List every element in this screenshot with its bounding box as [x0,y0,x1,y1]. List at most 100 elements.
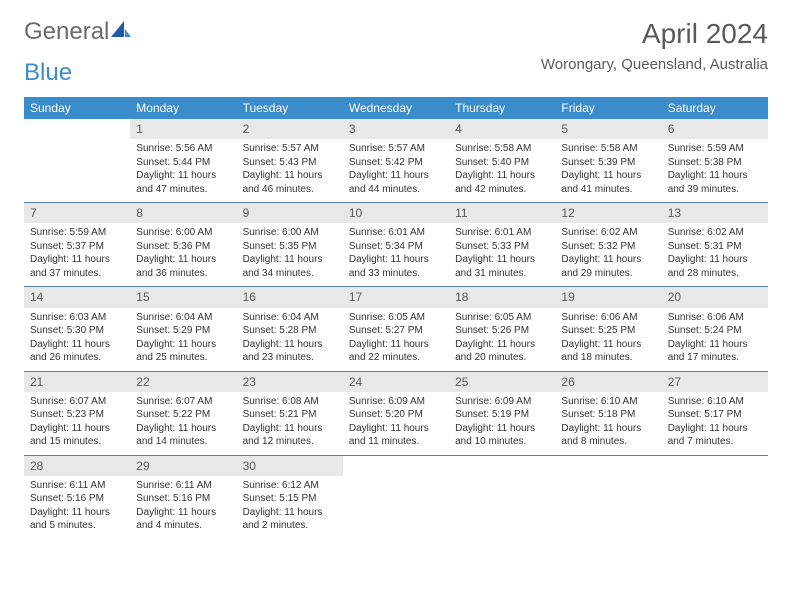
sunset-line: Sunset: 5:22 PM [136,408,230,422]
calendar-day-cell: 21Sunrise: 6:07 AMSunset: 5:23 PMDayligh… [24,371,130,455]
calendar-day-cell: 14Sunrise: 6:03 AMSunset: 5:30 PMDayligh… [24,287,130,371]
calendar-day-cell: . [662,455,768,539]
calendar-day-cell: . [449,455,555,539]
day-content: Sunrise: 6:10 AMSunset: 5:18 PMDaylight:… [555,392,661,455]
daylight-line: Daylight: 11 hours and 44 minutes. [349,169,443,196]
calendar-day-cell: 26Sunrise: 6:10 AMSunset: 5:18 PMDayligh… [555,371,661,455]
calendar-day-cell: 17Sunrise: 6:05 AMSunset: 5:27 PMDayligh… [343,287,449,371]
day-content: Sunrise: 6:04 AMSunset: 5:29 PMDaylight:… [130,308,236,371]
day-number: 8 [130,203,236,223]
sunset-line: Sunset: 5:26 PM [455,324,549,338]
calendar-day-cell: 8Sunrise: 6:00 AMSunset: 5:36 PMDaylight… [130,203,236,287]
day-number: 20 [662,287,768,307]
sunrise-line: Sunrise: 6:01 AM [349,226,443,240]
calendar-day-cell: 25Sunrise: 6:09 AMSunset: 5:19 PMDayligh… [449,371,555,455]
day-number: 29 [130,456,236,476]
sunset-line: Sunset: 5:24 PM [668,324,762,338]
day-number: 11 [449,203,555,223]
calendar-week-row: 21Sunrise: 6:07 AMSunset: 5:23 PMDayligh… [24,371,768,455]
day-number: 5 [555,119,661,139]
sunset-line: Sunset: 5:25 PM [561,324,655,338]
day-header: Friday [555,97,661,119]
day-content: Sunrise: 6:05 AMSunset: 5:27 PMDaylight:… [343,308,449,371]
sunset-line: Sunset: 5:40 PM [455,156,549,170]
day-number: 15 [130,287,236,307]
logo-text-blue: Blue [24,59,72,87]
sunset-line: Sunset: 5:19 PM [455,408,549,422]
day-number: 7 [24,203,130,223]
sunrise-line: Sunrise: 5:59 AM [30,226,124,240]
day-content: Sunrise: 6:07 AMSunset: 5:22 PMDaylight:… [130,392,236,455]
day-content: Sunrise: 6:02 AMSunset: 5:32 PMDaylight:… [555,223,661,286]
sunrise-line: Sunrise: 6:12 AM [243,479,337,493]
sunrise-line: Sunrise: 6:10 AM [668,395,762,409]
day-header: Wednesday [343,97,449,119]
daylight-line: Daylight: 11 hours and 11 minutes. [349,422,443,449]
sunset-line: Sunset: 5:16 PM [30,492,124,506]
day-content: Sunrise: 6:11 AMSunset: 5:16 PMDaylight:… [130,476,236,539]
calendar-day-cell: 20Sunrise: 6:06 AMSunset: 5:24 PMDayligh… [662,287,768,371]
daylight-line: Daylight: 11 hours and 22 minutes. [349,338,443,365]
logo: General [24,18,133,46]
day-number: 2 [237,119,343,139]
location-text: Worongary, Queensland, Australia [541,56,768,73]
day-content: Sunrise: 6:03 AMSunset: 5:30 PMDaylight:… [24,308,130,371]
sunrise-line: Sunrise: 6:11 AM [30,479,124,493]
sunrise-line: Sunrise: 6:01 AM [455,226,549,240]
calendar-day-cell: 24Sunrise: 6:09 AMSunset: 5:20 PMDayligh… [343,371,449,455]
daylight-line: Daylight: 11 hours and 42 minutes. [455,169,549,196]
title-block: April 2024 Worongary, Queensland, Austra… [541,18,768,73]
daylight-line: Daylight: 11 hours and 34 minutes. [243,253,337,280]
sunrise-line: Sunrise: 5:57 AM [349,142,443,156]
sunrise-line: Sunrise: 6:08 AM [243,395,337,409]
calendar-day-cell: . [24,119,130,203]
day-number: 4 [449,119,555,139]
day-content: Sunrise: 6:07 AMSunset: 5:23 PMDaylight:… [24,392,130,455]
day-content: Sunrise: 6:02 AMSunset: 5:31 PMDaylight:… [662,223,768,286]
day-number: 12 [555,203,661,223]
sunrise-line: Sunrise: 6:03 AM [30,311,124,325]
calendar-day-cell: . [343,455,449,539]
calendar-day-cell: 22Sunrise: 6:07 AMSunset: 5:22 PMDayligh… [130,371,236,455]
day-number: 16 [237,287,343,307]
day-number: 24 [343,372,449,392]
day-content: Sunrise: 6:09 AMSunset: 5:19 PMDaylight:… [449,392,555,455]
daylight-line: Daylight: 11 hours and 8 minutes. [561,422,655,449]
sunrise-line: Sunrise: 6:10 AM [561,395,655,409]
daylight-line: Daylight: 11 hours and 14 minutes. [136,422,230,449]
day-header: Thursday [449,97,555,119]
calendar-head: SundayMondayTuesdayWednesdayThursdayFrid… [24,97,768,119]
sunrise-line: Sunrise: 6:00 AM [136,226,230,240]
day-header: Tuesday [237,97,343,119]
daylight-line: Daylight: 11 hours and 18 minutes. [561,338,655,365]
sunrise-line: Sunrise: 6:04 AM [136,311,230,325]
daylight-line: Daylight: 11 hours and 29 minutes. [561,253,655,280]
sunset-line: Sunset: 5:43 PM [243,156,337,170]
sunset-line: Sunset: 5:33 PM [455,240,549,254]
daylight-line: Daylight: 11 hours and 26 minutes. [30,338,124,365]
day-header: Saturday [662,97,768,119]
calendar-day-cell: 7Sunrise: 5:59 AMSunset: 5:37 PMDaylight… [24,203,130,287]
sunset-line: Sunset: 5:42 PM [349,156,443,170]
sail-icon [111,18,131,46]
sunset-line: Sunset: 5:16 PM [136,492,230,506]
day-content: Sunrise: 6:00 AMSunset: 5:35 PMDaylight:… [237,223,343,286]
calendar-day-cell: 10Sunrise: 6:01 AMSunset: 5:34 PMDayligh… [343,203,449,287]
daylight-line: Daylight: 11 hours and 36 minutes. [136,253,230,280]
calendar-day-cell: 15Sunrise: 6:04 AMSunset: 5:29 PMDayligh… [130,287,236,371]
sunset-line: Sunset: 5:21 PM [243,408,337,422]
day-header: Monday [130,97,236,119]
daylight-line: Daylight: 11 hours and 4 minutes. [136,506,230,533]
day-content: Sunrise: 6:04 AMSunset: 5:28 PMDaylight:… [237,308,343,371]
day-number: 28 [24,456,130,476]
day-content: Sunrise: 6:05 AMSunset: 5:26 PMDaylight:… [449,308,555,371]
daylight-line: Daylight: 11 hours and 41 minutes. [561,169,655,196]
day-number: 14 [24,287,130,307]
sunrise-line: Sunrise: 5:58 AM [455,142,549,156]
daylight-line: Daylight: 11 hours and 15 minutes. [30,422,124,449]
sunrise-line: Sunrise: 6:06 AM [561,311,655,325]
day-content: Sunrise: 5:58 AMSunset: 5:39 PMDaylight:… [555,139,661,202]
sunrise-line: Sunrise: 6:00 AM [243,226,337,240]
sunset-line: Sunset: 5:34 PM [349,240,443,254]
sunrise-line: Sunrise: 5:59 AM [668,142,762,156]
